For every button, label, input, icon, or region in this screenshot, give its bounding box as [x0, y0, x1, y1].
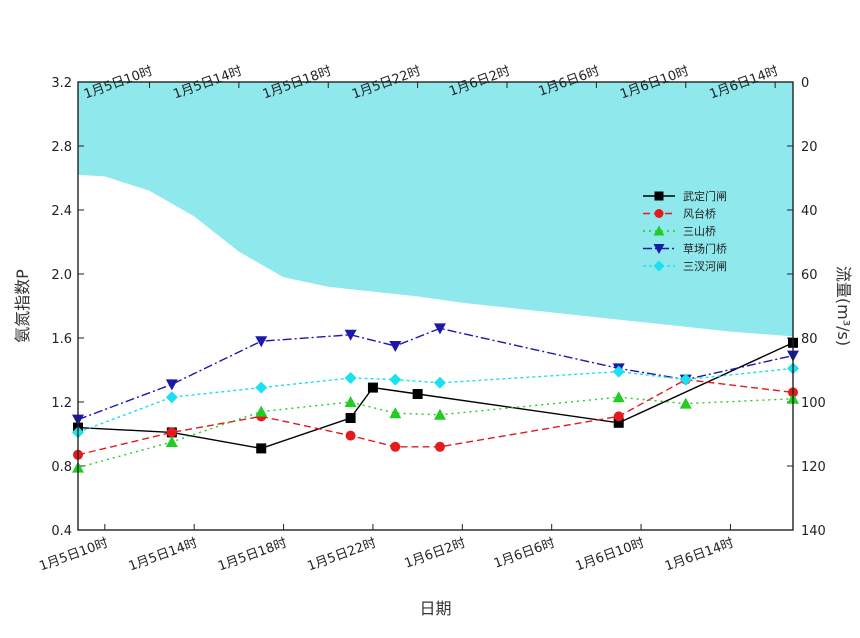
data-point-square: [654, 191, 664, 201]
data-point-triangle-up: [612, 391, 625, 403]
data-point-triangle-down: [344, 329, 357, 341]
data-point-square: [412, 389, 423, 399]
flow-area: [78, 82, 793, 337]
data-point-circle: [390, 441, 401, 452]
data-point-triangle-down: [165, 379, 178, 391]
legend-label: 三山桥: [683, 225, 716, 238]
legend-label: 三汊河闸: [683, 260, 727, 273]
data-point-diamond: [612, 365, 625, 378]
data-point-triangle-down: [433, 323, 446, 335]
data-point-diamond: [255, 381, 268, 394]
data-point-diamond: [679, 373, 692, 386]
data-point-triangle-down: [653, 244, 665, 254]
legend-label: 草场门桥: [683, 242, 727, 256]
y-left-tick-label: 2.4: [51, 204, 72, 219]
y-left-tick-label: 2.8: [51, 140, 72, 155]
x-bottom-tick-label: 1月5日14时: [127, 536, 200, 575]
x-bottom-tick-label: 1月6日14时: [663, 536, 736, 575]
y-left-tick-label: 3.2: [51, 76, 72, 91]
data-point-triangle-up: [653, 225, 665, 236]
x-bottom-tick-label: 1月6日2时: [403, 536, 468, 572]
data-point-circle: [613, 411, 624, 422]
data-point-circle: [434, 441, 445, 452]
series-line: [77, 342, 794, 450]
y-right-tick-label: 0: [801, 76, 809, 91]
y-axis-right-label: 流量(m³/s): [834, 266, 853, 346]
data-point-square: [256, 443, 267, 454]
series-5: [72, 362, 799, 439]
series-layer: [72, 323, 799, 473]
y-left-tick-label: 1.6: [51, 332, 72, 347]
y-left-tick-label: 0.4: [51, 524, 72, 539]
data-point-triangle-up: [165, 436, 178, 447]
x-axis-label: 日期: [419, 599, 451, 618]
y-right-tick-label: 80: [801, 332, 818, 347]
legend-item: 风台桥: [643, 207, 716, 221]
flow-area-layer: [78, 82, 793, 337]
data-point-diamond: [433, 376, 446, 389]
x-bottom-tick-label: 1月5日22时: [305, 536, 378, 575]
y-right-tick-label: 120: [801, 460, 826, 475]
y-axis-left-label: 氨氮指数P: [13, 269, 32, 343]
data-point-triangle-up: [389, 407, 402, 419]
y-right-tick-label: 140: [801, 524, 826, 539]
y-left-tick-label: 1.2: [51, 396, 72, 411]
plot-frame: [77, 81, 794, 531]
y-right-tick-label: 20: [801, 140, 818, 155]
data-point-circle: [345, 430, 356, 441]
data-point-triangle-up: [344, 396, 357, 407]
data-point-square: [367, 382, 378, 393]
data-point-triangle-up: [679, 397, 692, 409]
data-point-triangle-up: [433, 408, 446, 420]
legend-item: 三汊河闸: [643, 260, 727, 273]
x-bottom-tick-label: 1月6日10时: [574, 536, 647, 575]
y-right-tick-label: 60: [801, 268, 818, 283]
data-point-circle: [166, 427, 177, 438]
data-point-diamond: [653, 260, 665, 272]
x-bottom-tick-label: 1月5日10时: [37, 536, 110, 575]
data-point-diamond: [344, 372, 357, 384]
data-point-diamond: [165, 391, 178, 404]
y-right-tick-label: 40: [801, 204, 818, 219]
data-point-triangle-down: [255, 336, 268, 348]
data-point-square: [345, 413, 356, 423]
x-bottom-tick-label: 1月6日6时: [492, 536, 557, 572]
legend-item: 草场门桥: [643, 242, 727, 256]
legend-item: 三山桥: [643, 225, 716, 238]
y-right-tick-label: 100: [801, 396, 826, 411]
legend-item: 武定门闸: [643, 189, 727, 203]
data-point-diamond: [389, 373, 402, 386]
series-4: [72, 323, 799, 426]
data-point-circle: [654, 209, 664, 218]
series-3: [72, 391, 799, 473]
y-left-tick-label: 0.8: [51, 460, 72, 475]
data-point-triangle-down: [389, 341, 402, 352]
data-point-triangle-up: [255, 405, 268, 417]
legend-label: 风台桥: [683, 207, 716, 221]
y-left-tick-label: 2.0: [51, 268, 72, 283]
data-point-square: [613, 417, 624, 428]
x-bottom-tick-label: 1月5日18时: [216, 536, 289, 575]
legend-label: 武定门闸: [683, 189, 727, 203]
